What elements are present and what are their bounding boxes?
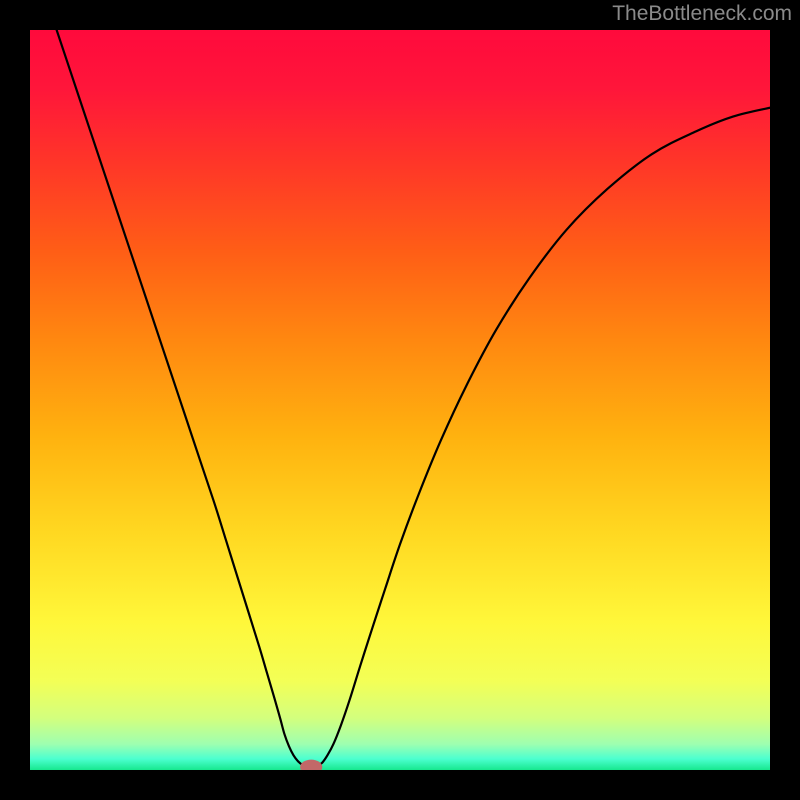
watermark-text: TheBottleneck.com [612,2,792,26]
vertex-marker [300,760,322,770]
curve-layer [30,30,770,770]
bottleneck-curve [57,30,770,768]
plot-area [30,30,770,770]
